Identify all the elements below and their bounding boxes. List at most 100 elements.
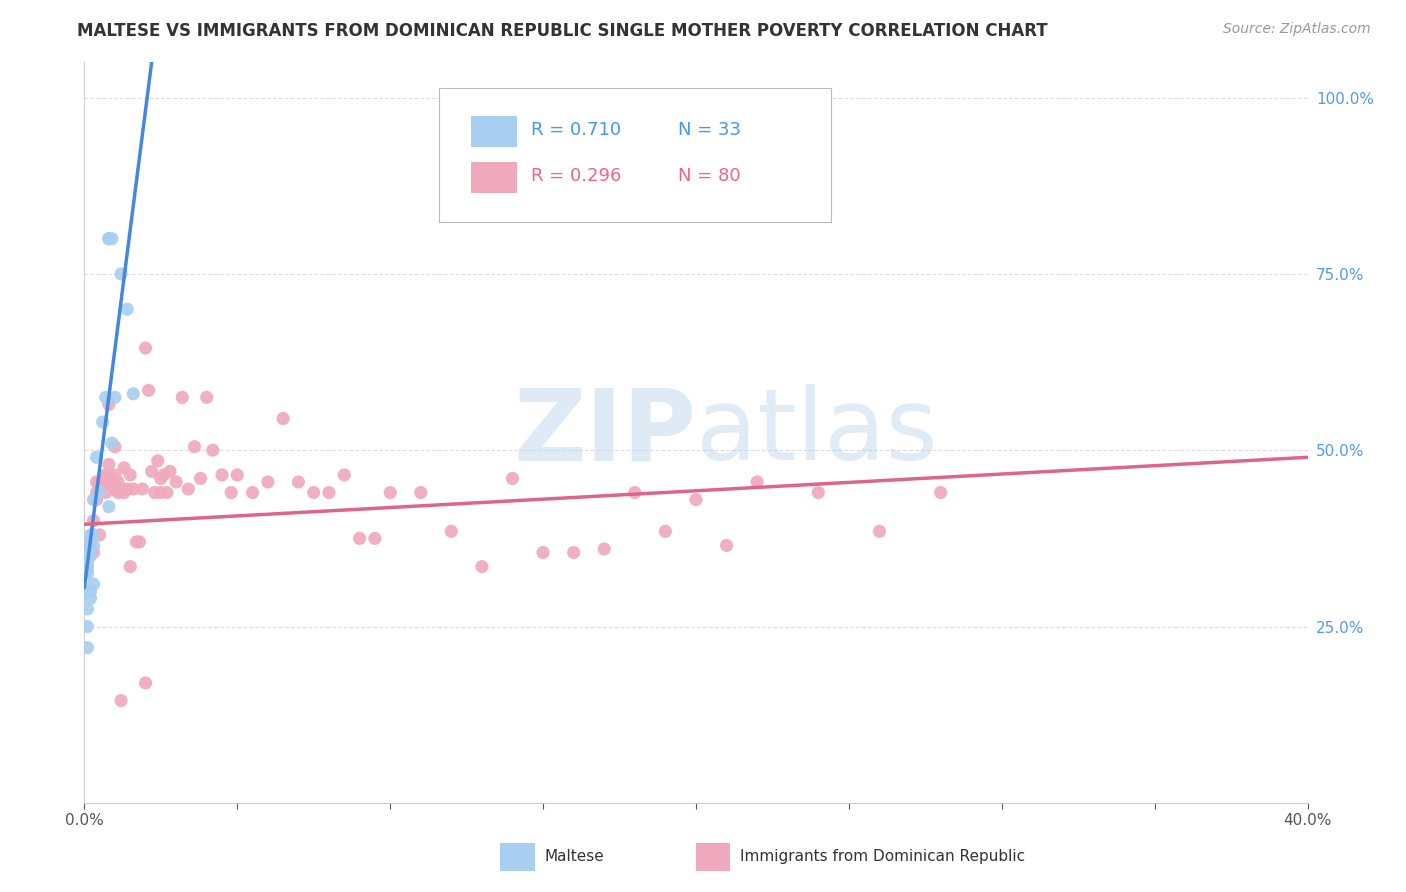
Point (97, 232, 120, 246)
Point (929, 485, 952, 500)
Text: N = 33: N = 33 (678, 120, 741, 139)
Point (104, 467, 127, 482)
Point (318, 485, 340, 500)
Point (101, 232, 124, 246)
Point (159, 464, 181, 478)
Point (79, 549, 101, 563)
Point (242, 485, 264, 500)
Point (125, 535, 148, 549)
Point (143, 485, 166, 500)
Point (654, 524, 676, 539)
Point (409, 485, 432, 500)
Point (97, 397, 120, 411)
Point (201, 443, 224, 458)
Point (107, 475, 129, 489)
Point (83, 514, 105, 528)
Point (76, 619, 98, 633)
Point (76, 640, 98, 655)
Point (79, 535, 101, 549)
Point (97, 475, 120, 489)
Point (211, 467, 233, 482)
Point (86, 492, 108, 507)
Point (149, 471, 172, 485)
Point (76, 552, 98, 566)
Point (562, 545, 585, 559)
Point (79, 535, 101, 549)
Point (165, 475, 187, 489)
Point (120, 467, 142, 482)
Point (76, 545, 98, 559)
Point (83, 545, 105, 559)
Point (183, 440, 205, 454)
Point (94, 390, 117, 404)
Bar (501, 843, 534, 871)
Point (104, 440, 127, 454)
Bar (471, 161, 517, 193)
Point (76, 563, 98, 577)
Point (76, 556, 98, 570)
Point (141, 464, 163, 478)
Point (97, 500, 120, 514)
Point (110, 267, 132, 281)
Point (76, 566, 98, 581)
Point (177, 482, 200, 496)
Point (364, 532, 387, 546)
Point (257, 475, 280, 489)
Text: R = 0.296: R = 0.296 (531, 167, 621, 185)
Point (83, 492, 105, 507)
Point (112, 461, 135, 475)
Point (104, 482, 127, 496)
Text: MALTESE VS IMMIGRANTS FROM DOMINICAN REPUBLIC SINGLE MOTHER POVERTY CORRELATION : MALTESE VS IMMIGRANTS FROM DOMINICAN REP… (77, 22, 1047, 40)
Point (135, 341, 157, 355)
Point (138, 384, 160, 398)
Point (107, 485, 129, 500)
Point (104, 390, 127, 404)
Point (624, 485, 647, 500)
Point (86, 485, 108, 500)
Point (122, 482, 145, 496)
Point (531, 545, 554, 559)
Point (146, 454, 169, 468)
Point (380, 485, 402, 500)
Text: ZIP: ZIP (513, 384, 696, 481)
Point (349, 532, 371, 546)
Text: atlas: atlas (696, 384, 938, 481)
Point (83, 528, 105, 542)
Point (86, 450, 108, 465)
Point (172, 390, 194, 404)
Point (79, 591, 101, 606)
Point (86, 475, 108, 489)
Point (153, 467, 176, 482)
Point (122, 387, 145, 401)
Bar (471, 116, 517, 147)
Point (869, 524, 891, 539)
Point (190, 471, 212, 485)
Point (91, 478, 114, 492)
Point (89, 485, 111, 500)
Point (593, 541, 616, 556)
Point (89, 475, 111, 489)
Point (97, 458, 120, 472)
Text: R = 0.710: R = 0.710 (531, 120, 621, 139)
Point (302, 485, 325, 500)
Text: Source: ZipAtlas.com: Source: ZipAtlas.com (1223, 22, 1371, 37)
Point (471, 559, 494, 574)
Bar (696, 843, 730, 871)
Point (502, 471, 524, 485)
Text: N = 80: N = 80 (678, 167, 740, 185)
Text: Maltese: Maltese (544, 848, 605, 863)
Point (685, 492, 707, 507)
Point (76, 602, 98, 616)
Point (115, 482, 138, 496)
FancyBboxPatch shape (439, 88, 831, 221)
Point (94, 467, 117, 482)
Point (156, 485, 179, 500)
Point (110, 482, 132, 496)
Point (97, 232, 120, 246)
Point (149, 485, 172, 500)
Point (120, 559, 142, 574)
Point (101, 471, 124, 485)
Point (79, 528, 101, 542)
Point (101, 436, 124, 450)
Point (195, 390, 218, 404)
